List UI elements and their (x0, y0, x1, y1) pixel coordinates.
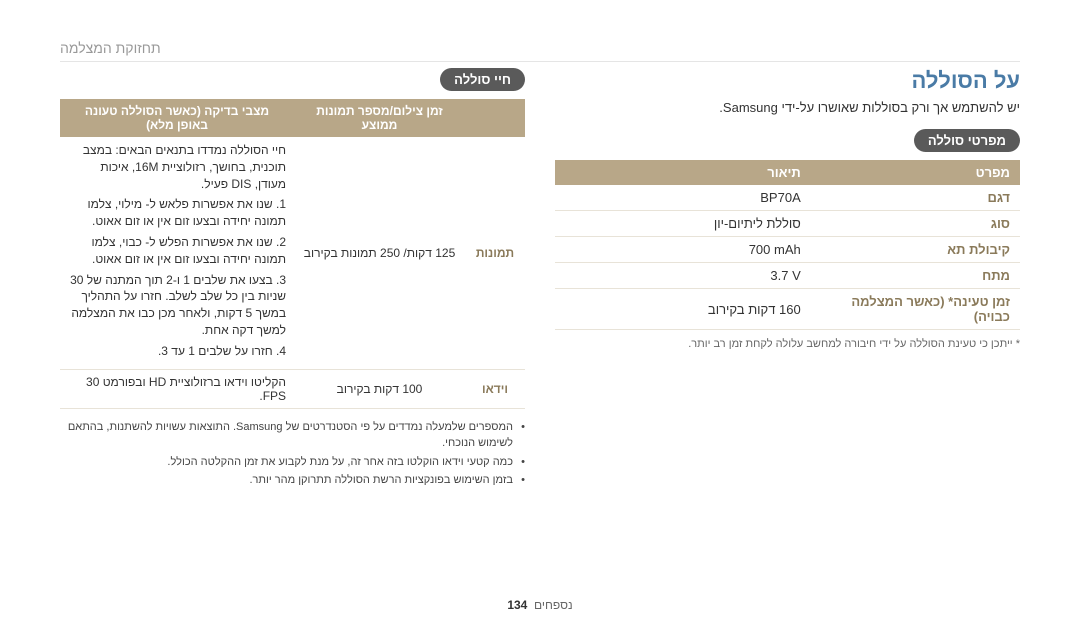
spec-label: קיבולת תא (811, 237, 1020, 263)
note-item: המספרים שלמעלה נמדדים על פי הסטנדרטים של… (60, 419, 525, 452)
spec-label: דגם (811, 185, 1020, 211)
cond-step: 2. שנו את אפשרות הפלש ל- כבוי, צלמו תמונ… (68, 234, 286, 268)
life-table: זמן צילום/מספר תמונות ממוצע מצבי בדיקה (… (60, 99, 525, 409)
table-row: קיבולת תא 700 mAh (555, 237, 1020, 263)
cond-step: 4. חזרו על שלבים 1 עד 3. (68, 343, 286, 360)
table-row: דגם BP70A (555, 185, 1020, 211)
table-row: מתח 3.7 V (555, 263, 1020, 289)
breadcrumb: תחזוקת המצלמה (60, 40, 1020, 62)
spec-badge: מפרטי סוללה (914, 129, 1020, 152)
spec-value: 160 דקות בקירוב (555, 289, 811, 330)
right-column: על הסוללה יש להשתמש אך ורק בסוללות שאושר… (555, 68, 1020, 491)
spec-value: BP70A (555, 185, 811, 211)
spec-value: 3.7 V (555, 263, 811, 289)
spec-footnote: * ייתכן כי טעינת הסוללה על ידי חיבורה למ… (555, 338, 1020, 350)
life-col-blank (465, 99, 525, 137)
life-photos-time: 125 דקות/ 250 תמונות בקירוב (294, 137, 465, 369)
intro-text: יש להשתמש אך ורק בסוללות שאושרו על-ידי S… (555, 100, 1020, 115)
spec-value: 700 mAh (555, 237, 811, 263)
life-rowhead-video: וידאו (465, 369, 525, 408)
left-column: חיי סוללה זמן צילום/מספר תמונות ממוצע מצ… (60, 68, 525, 491)
spec-label: סוג (811, 211, 1020, 237)
life-col-time: זמן צילום/מספר תמונות ממוצע (294, 99, 465, 137)
life-video-cond: הקליטו וידאו ברזולוציית HD ובפורמט 30 FP… (60, 369, 294, 408)
life-badge: חיי סוללה (440, 68, 525, 91)
spec-label: זמן טעינה* (כאשר המצלמה כבויה) (811, 289, 1020, 330)
note-item: כמה קטעי וידאו הוקלטו בזה אחר זה, על מנת… (60, 454, 525, 471)
table-row: וידאו 100 דקות בקירוב הקליטו וידאו ברזול… (60, 369, 525, 408)
life-video-time: 100 דקות בקירוב (294, 369, 465, 408)
spec-col-value: תיאור (555, 160, 811, 185)
footer-section: נספחים (534, 598, 573, 612)
footer-page-number: 134 (507, 598, 527, 612)
spec-value: סוללת ליתיום-יון (555, 211, 811, 237)
spec-label: מתח (811, 263, 1020, 289)
life-rowhead-photos: תמונות (465, 137, 525, 369)
life-photos-conditions: חיי הסוללה נמדדו בתנאים הבאים: במצב תוכנ… (60, 137, 294, 369)
page-title: על הסוללה (555, 68, 1020, 94)
table-row: תמונות 125 דקות/ 250 תמונות בקירוב חיי ה… (60, 137, 525, 369)
note-item: בזמן השימוש בפונקציות הרשת הסוללה תתרוקן… (60, 472, 525, 489)
spec-table: מפרט תיאור דגם BP70A סוג סוללת ליתיום-יו… (555, 160, 1020, 330)
cond-step: 3. בצעו את שלבים 1 ו-2 תוך המתנה של 30 ש… (68, 272, 286, 339)
notes-list: המספרים שלמעלה נמדדים על פי הסטנדרטים של… (60, 419, 525, 489)
table-row: סוג סוללת ליתיום-יון (555, 211, 1020, 237)
cond-pre: חיי הסוללה נמדדו בתנאים הבאים: במצב תוכנ… (68, 142, 286, 192)
life-col-cond: מצבי בדיקה (כאשר הסוללה טעונה באופן מלא) (60, 99, 294, 137)
table-row: זמן טעינה* (כאשר המצלמה כבויה) 160 דקות … (555, 289, 1020, 330)
spec-col-label: מפרט (811, 160, 1020, 185)
page-footer: נספחים 134 (0, 598, 1080, 612)
cond-step: 1. שנו את אפשרות פלאש ל- מילוי, צלמו תמו… (68, 196, 286, 230)
